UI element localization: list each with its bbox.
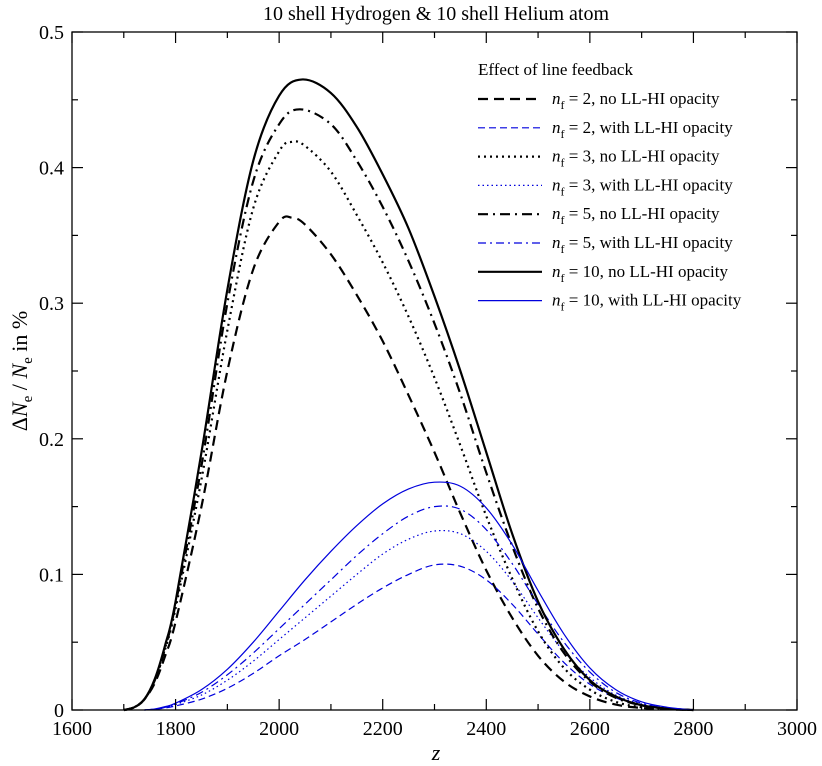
x-axis-label: z bbox=[431, 740, 441, 765]
legend-label-3: nf = 3, no LL-HI opacity bbox=[552, 147, 720, 170]
y-axis-label: ΔNe / Ne in % bbox=[7, 311, 36, 431]
series-line-7 bbox=[123, 78, 694, 712]
y-label-sub: e bbox=[20, 395, 36, 402]
plot-frame bbox=[71, 31, 798, 711]
series-line-2 bbox=[144, 563, 694, 711]
y-tick-label: 0.1 bbox=[39, 564, 64, 586]
x-tick-label: 1800 bbox=[156, 718, 196, 740]
legend-label-1: nf = 2, no LL-HI opacity bbox=[552, 89, 720, 112]
y-tick-label: 0 bbox=[54, 700, 64, 722]
x-tick-label: 2800 bbox=[673, 718, 713, 740]
legend: Effect of line feedback nf = 2, no LL-HI… bbox=[478, 60, 742, 314]
legend-label-4: nf = 3, with LL-HI opacity bbox=[552, 175, 733, 198]
x-tick-label: 2600 bbox=[570, 718, 610, 740]
series-line-4 bbox=[144, 529, 694, 711]
x-tick-label: 2400 bbox=[466, 718, 506, 740]
y-label-sub2: e bbox=[20, 357, 36, 364]
legend-label-2: nf = 2, with LL-HI opacity bbox=[552, 118, 733, 141]
x-tick-label: 3000 bbox=[777, 718, 817, 740]
legend-label-6: nf = 5, with LL-HI opacity bbox=[552, 233, 733, 256]
series-line-1 bbox=[123, 215, 694, 712]
y-label-n: N bbox=[7, 401, 32, 418]
chart-title: 10 shell Hydrogen & 10 shell Helium atom bbox=[263, 3, 610, 25]
legend-entries: nf = 2, no LL-HI opacity nf = 2, with LL-… bbox=[478, 89, 742, 314]
y-tick-label: 0.3 bbox=[39, 293, 64, 315]
y-label-delta: Δ bbox=[7, 417, 32, 431]
x-tick-label: 2200 bbox=[363, 718, 403, 740]
axis-layer: 1600 1800 2000 2200 2400 2600 2800 3000 0 0.1 0.2 0… bbox=[39, 22, 817, 740]
series-layer bbox=[123, 78, 694, 712]
y-label-n2: N bbox=[7, 363, 32, 380]
y-label-slash: / bbox=[7, 379, 32, 396]
series-line-8 bbox=[144, 481, 694, 711]
y-tick-label: 0.2 bbox=[39, 429, 64, 451]
y-tick-label: 0.5 bbox=[39, 22, 64, 44]
legend-label-8: nf = 10, with LL-HI opacity bbox=[552, 291, 742, 314]
y-tick-label: 0.4 bbox=[39, 158, 64, 180]
legend-label-5: nf = 5, no LL-HI opacity bbox=[552, 204, 720, 227]
x-tick-label: 2000 bbox=[259, 718, 299, 740]
y-label-suffix: in % bbox=[7, 311, 32, 357]
x-tick-label: 1600 bbox=[52, 718, 92, 740]
series-line-6 bbox=[144, 505, 694, 711]
legend-label-7: nf = 10, no LL-HI opacity bbox=[552, 262, 728, 285]
legend-title: Effect of line feedback bbox=[478, 60, 633, 79]
